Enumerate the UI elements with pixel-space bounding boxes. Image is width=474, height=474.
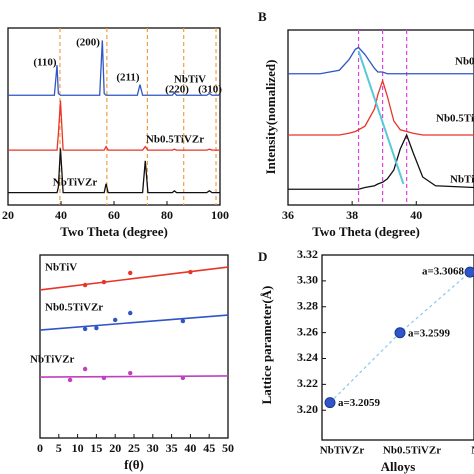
x-tick-label: 20 bbox=[2, 208, 14, 222]
data-point bbox=[188, 269, 193, 275]
data-point bbox=[180, 375, 186, 381]
data-line bbox=[8, 100, 220, 151]
data-point bbox=[101, 375, 107, 381]
peak-label: (110) bbox=[33, 57, 57, 69]
series-label: Nb0.5TiVZr bbox=[45, 302, 103, 314]
x-tick-label: 40 bbox=[184, 441, 196, 455]
data-point bbox=[324, 397, 336, 409]
value-label: a=3.2059 bbox=[338, 397, 381, 409]
x-axis-label: Two Theta (degree) bbox=[60, 224, 168, 239]
x-tick-label: 40 bbox=[55, 208, 67, 222]
x-tick-label: 38 bbox=[346, 208, 358, 222]
data-line bbox=[8, 148, 220, 194]
data-line bbox=[8, 40, 220, 96]
y-tick-label: 3.28 bbox=[297, 298, 318, 312]
data-point bbox=[94, 325, 99, 331]
data-point bbox=[128, 270, 133, 276]
series-label: NbTi bbox=[450, 174, 474, 186]
x-tick-label: 0 bbox=[37, 441, 43, 455]
x-axis-label: Alloys bbox=[381, 459, 416, 474]
x-tick-label: 5 bbox=[56, 441, 62, 455]
x-tick-label: 25 bbox=[128, 441, 140, 455]
data-point bbox=[82, 366, 88, 372]
y-tick-label: 3.22 bbox=[297, 376, 318, 390]
x-tick-label: 80 bbox=[161, 208, 173, 222]
series-label: Nb0 bbox=[455, 56, 474, 68]
data-point bbox=[128, 310, 133, 316]
y-axis-label: Lattice parameter(Å) bbox=[259, 286, 274, 405]
y-tick-label: 3.26 bbox=[297, 324, 318, 338]
series-label: Nb0.5TiV bbox=[436, 113, 474, 125]
y-axis-label: Intensity(nomalized) bbox=[263, 60, 278, 175]
y-tick-label: 3.24 bbox=[297, 350, 318, 364]
data-point bbox=[101, 279, 107, 285]
data-point bbox=[180, 318, 186, 324]
plot-frame bbox=[7, 27, 221, 206]
series-label: NbTiV bbox=[174, 74, 206, 86]
fit-line bbox=[39, 266, 229, 291]
data-point bbox=[464, 266, 474, 278]
x-tick-label: 10 bbox=[72, 441, 84, 455]
x-tick-label: 50 bbox=[222, 441, 234, 455]
data-line bbox=[288, 46, 474, 75]
data-line bbox=[288, 78, 474, 136]
data-point bbox=[82, 326, 88, 332]
peak-label: (310) bbox=[198, 84, 222, 96]
plot-frame bbox=[287, 29, 474, 206]
value-label: a=3.3068 bbox=[422, 266, 465, 278]
x-tick-label: 15 bbox=[90, 441, 102, 455]
x-tick-label: 40 bbox=[410, 208, 422, 222]
x-tick-label: NbT bbox=[471, 445, 474, 457]
panel-label: D bbox=[258, 249, 267, 264]
peak-label: (211) bbox=[116, 72, 140, 84]
series-label: Nb0.5TiVZr bbox=[146, 134, 204, 146]
y-tick-label: 3.20 bbox=[297, 402, 318, 416]
plot-frame bbox=[39, 254, 229, 439]
x-tick-label: Nb0.5TiVZr bbox=[383, 445, 441, 457]
x-tick-label: 35 bbox=[166, 441, 178, 455]
data-point bbox=[113, 317, 118, 323]
data-point bbox=[128, 370, 133, 376]
data-point bbox=[394, 327, 406, 339]
plot-frame bbox=[321, 254, 474, 441]
peak-label: (200) bbox=[76, 37, 100, 49]
x-tick-label: 36 bbox=[282, 208, 294, 222]
series-label: NbTiV bbox=[45, 262, 77, 274]
trend-line bbox=[357, 50, 405, 185]
x-tick-label: 100 bbox=[211, 208, 229, 222]
data-point bbox=[82, 282, 88, 288]
x-axis-label: Two Theta (degree) bbox=[312, 224, 420, 239]
x-tick-label: 45 bbox=[203, 441, 215, 455]
data-line bbox=[288, 133, 474, 190]
x-tick-label: NbTiVZr bbox=[320, 445, 365, 457]
series-label: NbTiVZr bbox=[30, 354, 75, 366]
x-tick-label: 60 bbox=[108, 208, 120, 222]
x-tick-label: 20 bbox=[109, 441, 121, 455]
y-tick-label: 3.32 bbox=[297, 247, 318, 261]
fit-line bbox=[39, 375, 229, 378]
fit-line bbox=[39, 314, 229, 331]
peak-label: (220) bbox=[165, 84, 189, 96]
y-tick-label: 3.30 bbox=[297, 273, 318, 287]
panel-label: B bbox=[258, 9, 267, 24]
series-label: NbTiVZr bbox=[53, 177, 98, 189]
x-tick-label: 30 bbox=[147, 441, 159, 455]
value-label: a=3.2599 bbox=[408, 327, 451, 339]
data-point bbox=[67, 377, 73, 383]
x-axis-label: f(θ) bbox=[124, 457, 144, 472]
